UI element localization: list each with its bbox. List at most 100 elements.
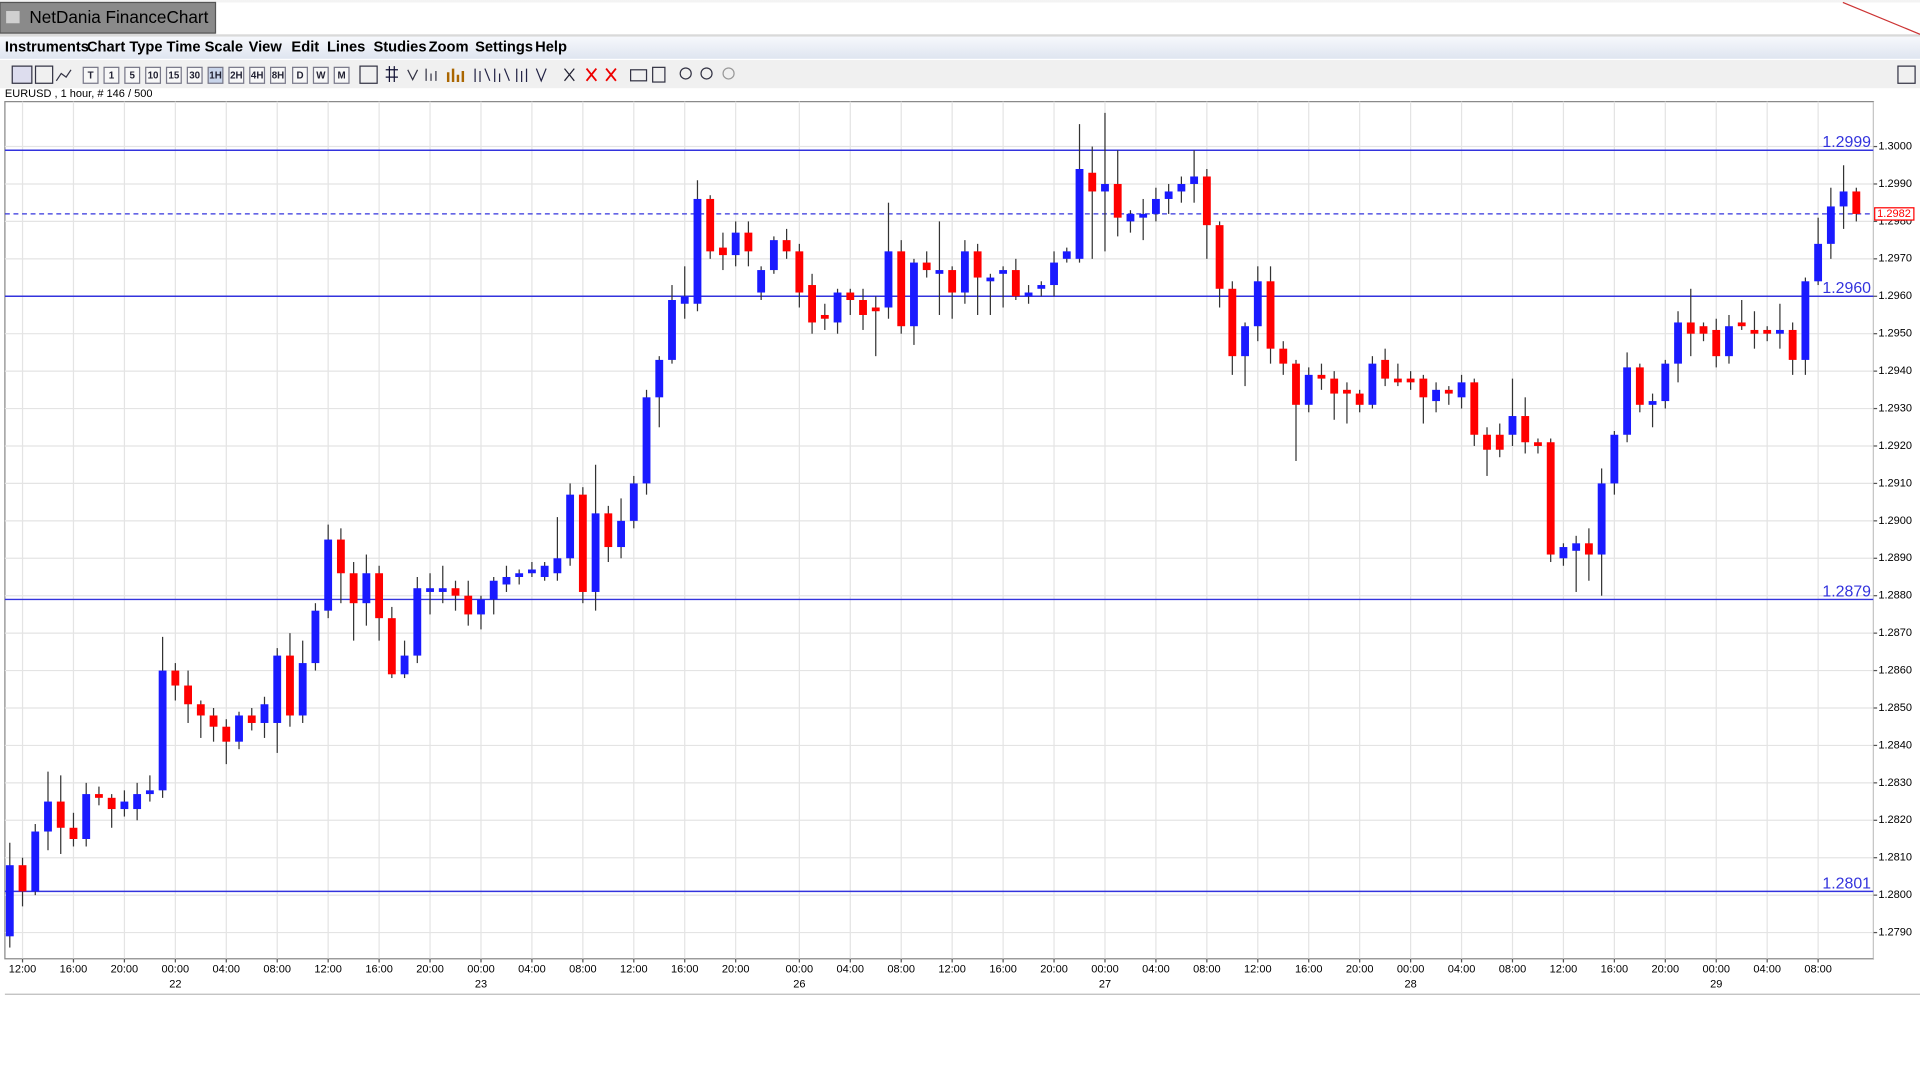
x-tick-label: 08:00 <box>887 964 915 976</box>
chart-icon[interactable] <box>34 65 54 84</box>
delete-icon[interactable] <box>585 67 598 82</box>
candle-body <box>44 801 52 832</box>
candle-body <box>1661 363 1670 402</box>
timescale-button[interactable] <box>103 66 120 84</box>
timescale-label[interactable]: W <box>316 71 326 82</box>
candle-body <box>1139 213 1148 218</box>
x-tick-label: 04:00 <box>836 964 864 976</box>
candles <box>5 112 1861 948</box>
zoom-out-icon[interactable] <box>700 67 713 80</box>
candle-body <box>1177 183 1186 192</box>
candle-body <box>1750 329 1759 334</box>
x-tick-label: 16:00 <box>1295 964 1323 976</box>
toolbar <box>0 60 1920 89</box>
candle-body <box>1202 176 1211 226</box>
timescale-label[interactable]: 15 <box>168 71 179 82</box>
line-tools[interactable] <box>474 68 547 83</box>
x-tick-label: 00:00 <box>786 964 814 976</box>
timescale-button[interactable] <box>145 66 162 84</box>
crosshair-icon[interactable] <box>359 65 378 84</box>
candle-body <box>1241 326 1249 357</box>
volume-icon[interactable] <box>446 68 465 83</box>
timescale-label[interactable]: 1H <box>209 71 222 82</box>
candle-body <box>464 595 473 615</box>
timescale-button[interactable] <box>228 66 245 84</box>
candle-body <box>82 794 91 840</box>
level-label: 1.2801 <box>1822 875 1871 892</box>
candle-body <box>1521 416 1530 443</box>
y-tick-label: 1.2950 <box>1878 328 1912 340</box>
candle-body <box>553 558 562 574</box>
timescale-label[interactable]: 4H <box>251 71 264 82</box>
timescale-label[interactable]: 10 <box>148 71 159 82</box>
timescale-label[interactable]: 5 <box>130 71 136 82</box>
line-icon[interactable] <box>55 69 72 82</box>
menu-item[interactable]: Edit <box>291 40 319 56</box>
candle-body <box>1343 389 1351 394</box>
timescale-button[interactable] <box>186 66 203 84</box>
timescale-button[interactable] <box>292 66 308 84</box>
grid-icon[interactable] <box>385 66 398 83</box>
timescale-button[interactable] <box>82 66 99 84</box>
zoom-in-icon[interactable] <box>679 67 692 80</box>
candle-body <box>693 198 702 304</box>
timescale-button[interactable] <box>207 66 224 84</box>
x-tick-label: 00:00 <box>162 964 190 976</box>
candle-body <box>1050 262 1058 286</box>
candle-body <box>1801 281 1810 360</box>
menu-item[interactable]: Zoom <box>429 40 469 56</box>
timescale-label[interactable]: M <box>338 71 346 82</box>
timescale-label[interactable]: T <box>88 71 94 82</box>
menu-item[interactable]: Lines <box>327 40 365 56</box>
timescale-label[interactable]: 2H <box>230 71 243 82</box>
timescale-label[interactable]: 8H <box>272 71 285 82</box>
x-tick-label: 04:00 <box>518 964 546 976</box>
menu-item[interactable]: Chart Type <box>87 40 163 56</box>
timescale-button[interactable] <box>249 66 266 84</box>
timescale-button[interactable] <box>165 66 182 84</box>
y-tick-label: 1.2960 <box>1878 290 1912 302</box>
timescale-button[interactable] <box>312 66 329 84</box>
panel-toggle[interactable] <box>1897 65 1916 84</box>
candle-body <box>1686 322 1695 334</box>
menu-item[interactable]: Time Scale <box>167 40 243 56</box>
menu-item[interactable]: Studies <box>373 40 426 56</box>
y-tick-label: 1.2940 <box>1878 365 1912 377</box>
timescale-label[interactable]: 1 <box>109 71 115 82</box>
tool-icon[interactable] <box>425 68 437 81</box>
preview-icon[interactable] <box>652 66 666 83</box>
timescale-button[interactable] <box>270 66 286 84</box>
chart-icon[interactable] <box>11 65 33 84</box>
zoom-reset-icon[interactable] <box>722 67 735 80</box>
candle-body <box>1419 378 1428 398</box>
delete-all-icon[interactable] <box>605 67 617 82</box>
timescale-button[interactable] <box>333 66 350 84</box>
candle-body <box>1852 191 1861 214</box>
candle-body <box>171 670 180 686</box>
x-tick-label: 12:00 <box>1244 964 1272 976</box>
candle-body <box>1406 378 1415 383</box>
candle-body <box>1788 329 1797 360</box>
print-icon[interactable] <box>630 69 648 82</box>
candle-body <box>1101 183 1109 192</box>
menu-item[interactable]: View <box>249 40 283 56</box>
menu-item[interactable]: Settings <box>475 40 533 56</box>
candle-body <box>1483 434 1491 450</box>
timescale-label[interactable]: D <box>296 71 303 82</box>
tool-icon[interactable] <box>564 68 575 82</box>
timescale-button[interactable] <box>124 66 141 84</box>
candle-body <box>846 292 855 301</box>
candle-body <box>1037 285 1046 289</box>
menu-item[interactable]: Help <box>535 40 567 56</box>
tool-icon[interactable] <box>407 69 419 81</box>
candle-body <box>515 573 524 577</box>
y-tick-label: 1.2880 <box>1878 590 1912 602</box>
menu-item[interactable]: Instruments <box>5 40 89 56</box>
timescale-label[interactable]: 30 <box>189 71 200 82</box>
candle-body <box>528 569 536 574</box>
candle-body <box>1725 326 1733 357</box>
candle-body <box>1559 547 1568 559</box>
candle-body <box>744 232 753 252</box>
candle-body <box>1317 374 1326 379</box>
